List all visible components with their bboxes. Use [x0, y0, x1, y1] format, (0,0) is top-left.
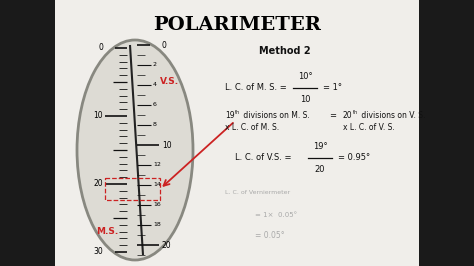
Text: 10°: 10° [298, 72, 312, 81]
Text: = 1°: = 1° [323, 84, 342, 93]
Text: =: = [329, 111, 337, 120]
Text: 4: 4 [153, 82, 157, 88]
Text: POLARIMETER: POLARIMETER [153, 16, 321, 34]
Text: th: th [353, 110, 358, 115]
Text: 14: 14 [153, 182, 161, 188]
Text: 10: 10 [300, 95, 310, 104]
Text: x L. C. of V. S.: x L. C. of V. S. [343, 123, 395, 131]
Text: = 1×  0.05°: = 1× 0.05° [255, 212, 297, 218]
Text: 10: 10 [162, 140, 172, 149]
Text: 20: 20 [93, 180, 103, 189]
Text: 18: 18 [153, 222, 161, 227]
Text: 30: 30 [93, 247, 103, 256]
Text: M.S.: M.S. [96, 227, 118, 236]
Ellipse shape [77, 40, 193, 260]
Text: x L. C. of M. S.: x L. C. of M. S. [225, 123, 279, 131]
Text: 2: 2 [153, 63, 157, 68]
Text: = 0.05°: = 0.05° [255, 231, 284, 239]
Text: V.S.: V.S. [160, 77, 179, 86]
Text: divisions on V. S.: divisions on V. S. [359, 111, 425, 120]
Text: divisions on M. S.: divisions on M. S. [241, 111, 310, 120]
Text: 6: 6 [153, 102, 157, 107]
Text: 0: 0 [162, 40, 167, 49]
Text: 0: 0 [98, 44, 103, 52]
Text: L. C. of V.S. =: L. C. of V.S. = [235, 153, 292, 163]
Text: 20: 20 [162, 240, 172, 250]
Text: 8: 8 [153, 123, 157, 127]
Text: 20: 20 [343, 111, 353, 120]
Text: 19: 19 [225, 111, 235, 120]
Text: 12: 12 [153, 163, 161, 168]
Text: 10: 10 [93, 111, 103, 120]
Text: 19°: 19° [313, 142, 328, 151]
Text: Method 2: Method 2 [259, 46, 311, 56]
Text: th: th [235, 110, 240, 115]
Text: 16: 16 [153, 202, 161, 207]
Text: 20: 20 [315, 165, 325, 174]
Text: L. C. of Verniermeter: L. C. of Verniermeter [225, 189, 290, 194]
Text: L. C. of M. S. =: L. C. of M. S. = [225, 84, 287, 93]
Bar [55, 0, 419, 266]
Text: = 0.95°: = 0.95° [338, 153, 370, 163]
